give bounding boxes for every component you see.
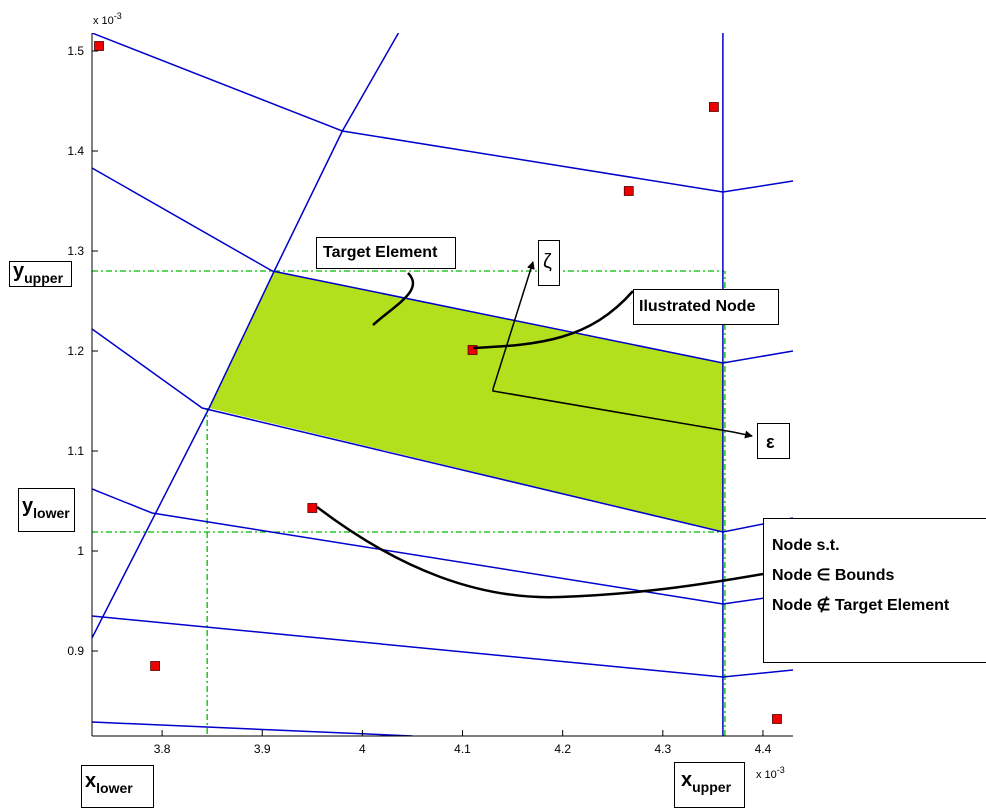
y-axis-multiplier: x 10-3: [93, 11, 122, 27]
target-element-pointer-curve: [372, 272, 415, 326]
zeta-label: ζ: [538, 240, 560, 286]
y-tick-label: 1.2: [67, 344, 84, 358]
y-lower-label: ylower: [18, 488, 75, 532]
mesh-node-1: [94, 41, 104, 51]
mesh-line-6: [92, 721, 413, 736]
x-tick-label: 3.8: [154, 742, 171, 756]
mesh-line-7: [92, 33, 400, 639]
axes-content: [92, 33, 793, 736]
node-condition-line3: Node ∉ Target Element: [772, 597, 950, 614]
y-tick-label: 1.1: [67, 444, 84, 458]
x-upper-label: xupper: [674, 762, 745, 808]
y-tick-label: 1.4: [67, 144, 84, 158]
x-axis-multiplier: x 10-3: [756, 765, 785, 781]
zeta-axis-arrow: [492, 261, 535, 390]
mesh-line-3: [92, 328, 793, 533]
mesh-node-3: [623, 186, 634, 196]
target-element-label: Target Element: [316, 237, 456, 269]
epsilon-axis-arrow: [492, 389, 753, 439]
mesh-line-5: [92, 615, 793, 678]
mesh-line-1: [92, 33, 793, 193]
y-tick-label: 1.3: [67, 244, 84, 258]
x-tick-label: 4.2: [554, 742, 571, 756]
mesh-node-2: [708, 102, 719, 112]
node-condition-line2: Node ∈ Bounds: [772, 567, 895, 584]
plot-area: 3.8 3.9 4 4.1 4.2 4.3 4.4 0.9 1 1.1 1.2 1.3 1.4 1.5: [67, 33, 793, 756]
target-element-region: [209, 271, 723, 532]
x-tick-label: 3.9: [254, 742, 271, 756]
epsilon-label: ε: [757, 423, 790, 459]
y-tick-label: 1.5: [67, 44, 84, 58]
mesh-node-4: [467, 345, 478, 355]
x-tick-label: 4.1: [454, 742, 471, 756]
mesh-line-4: [92, 488, 793, 605]
x-tick-label: 4.3: [654, 742, 671, 756]
node-condition-line1: Node s.t.: [772, 537, 840, 554]
x-lower-label: xlower: [81, 765, 154, 808]
annotation-arrows: [316, 261, 764, 599]
y-tick-label: 0.9: [67, 644, 84, 658]
mesh-line-2: [92, 167, 793, 364]
x-tick-label: 4: [359, 742, 366, 756]
node-condition-label: Node s.t. Node ∈ Bounds Node ∉ Target El…: [763, 518, 986, 663]
illustrated-node-label: Ilustrated Node: [633, 289, 779, 325]
mesh-node-5: [307, 503, 318, 513]
illustrated-node-pointer-curve: [472, 290, 634, 350]
node-condition-pointer-curve: [316, 506, 764, 599]
y-tick-label: 1: [77, 544, 84, 558]
x-tick-label: 4.4: [755, 742, 772, 756]
mesh-node-7: [772, 714, 782, 724]
mesh-node-6: [150, 661, 160, 671]
y-upper-label: yupper: [9, 261, 72, 287]
